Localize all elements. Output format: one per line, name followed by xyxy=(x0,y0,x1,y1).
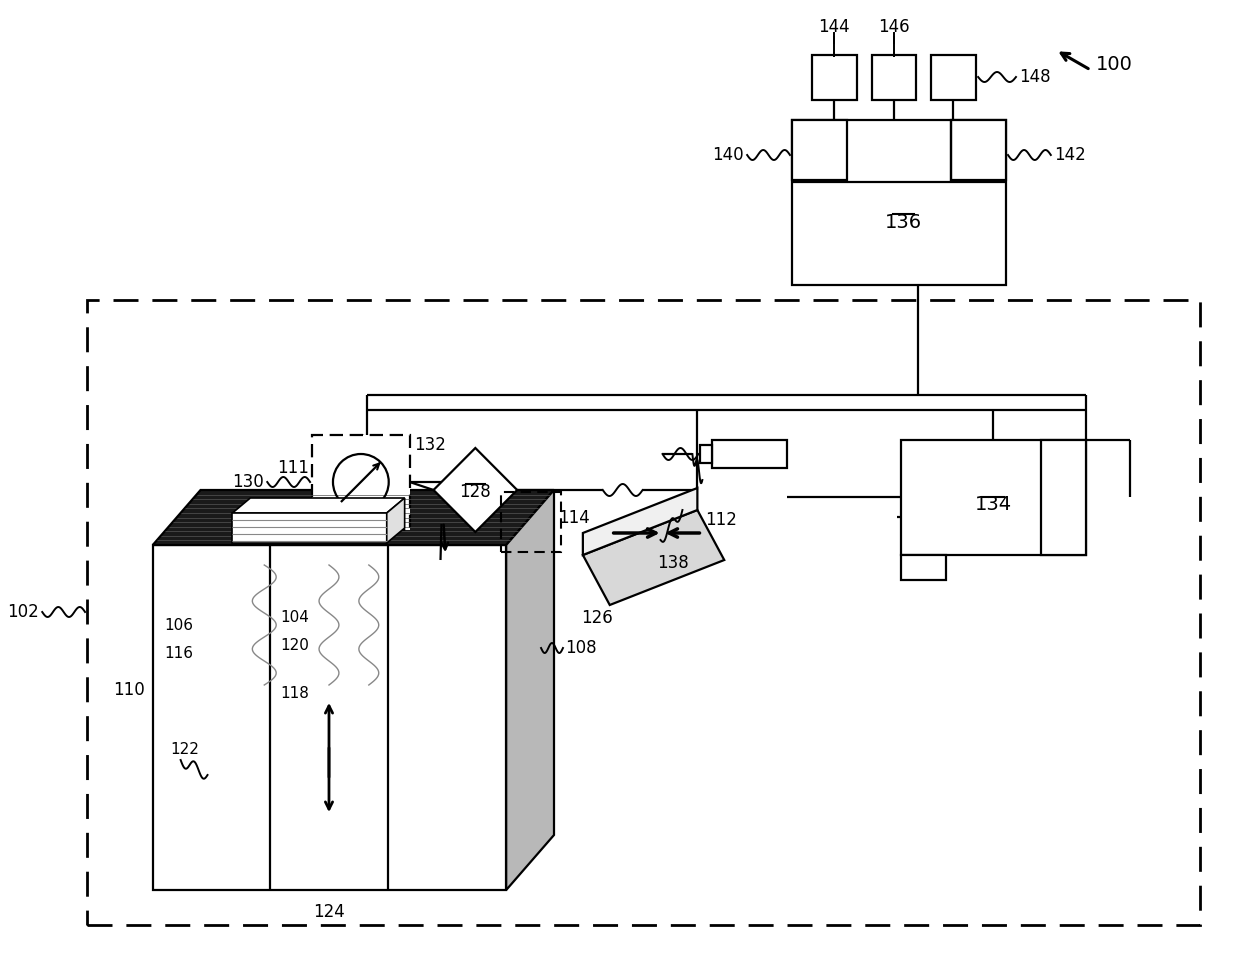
Text: 100: 100 xyxy=(1096,56,1132,74)
Text: 122: 122 xyxy=(171,742,200,758)
Text: 146: 146 xyxy=(878,18,909,36)
Bar xyxy=(1040,440,1086,555)
Text: 114: 114 xyxy=(558,509,590,527)
Bar xyxy=(931,55,976,100)
Text: 116: 116 xyxy=(165,646,193,660)
Bar xyxy=(701,445,712,463)
Text: 112: 112 xyxy=(706,511,738,529)
Text: 140: 140 xyxy=(713,146,744,164)
Polygon shape xyxy=(387,498,404,543)
Text: 130: 130 xyxy=(233,473,264,491)
Bar xyxy=(812,55,857,100)
Text: 138: 138 xyxy=(657,554,689,572)
Text: 148: 148 xyxy=(1019,68,1050,86)
Bar xyxy=(872,55,916,100)
Text: 102: 102 xyxy=(7,603,40,621)
Bar xyxy=(951,120,1006,180)
Text: 106: 106 xyxy=(165,618,193,632)
Text: 110: 110 xyxy=(113,681,145,699)
Text: 126: 126 xyxy=(580,609,613,627)
Text: 134: 134 xyxy=(975,495,1012,514)
Text: 136: 136 xyxy=(885,212,923,232)
Polygon shape xyxy=(434,448,517,532)
Text: 132: 132 xyxy=(414,436,446,454)
Text: 118: 118 xyxy=(280,685,309,701)
Text: 108: 108 xyxy=(565,639,596,657)
Bar xyxy=(712,440,787,468)
Polygon shape xyxy=(153,490,554,545)
Bar xyxy=(901,555,946,580)
Text: 124: 124 xyxy=(314,903,345,921)
Polygon shape xyxy=(232,498,404,513)
Bar xyxy=(501,492,560,552)
Text: 104: 104 xyxy=(280,610,309,624)
Bar xyxy=(153,545,506,890)
Polygon shape xyxy=(583,488,697,555)
Text: 120: 120 xyxy=(280,638,309,652)
Polygon shape xyxy=(506,490,554,890)
Text: 128: 128 xyxy=(460,483,491,501)
Text: 111: 111 xyxy=(278,459,309,477)
Text: 142: 142 xyxy=(1054,146,1085,164)
Bar xyxy=(312,435,409,530)
Bar xyxy=(792,120,1006,285)
Bar xyxy=(901,440,1086,555)
Polygon shape xyxy=(583,510,724,605)
Bar xyxy=(87,300,1200,925)
Text: 144: 144 xyxy=(818,18,849,36)
Bar xyxy=(792,120,847,180)
Bar xyxy=(232,513,387,543)
